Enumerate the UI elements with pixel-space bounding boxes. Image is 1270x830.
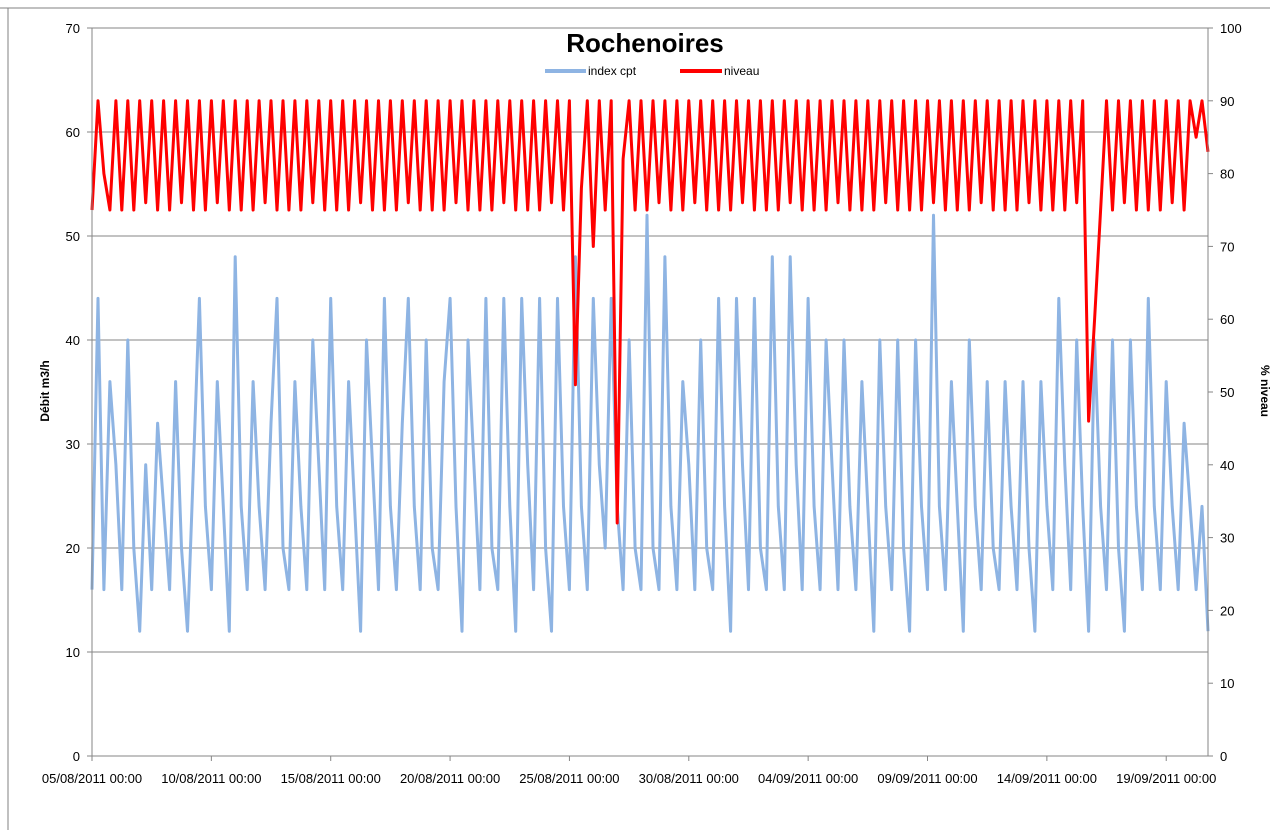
x-tick-label: 09/09/2011 00:00 [877,771,977,786]
x-tick-label: 05/08/2011 00:00 [42,771,142,786]
series-group-index-cpt [90,213,1210,633]
y2-tick-label: 90 [1220,94,1234,109]
y-tick-label: 50 [66,229,80,244]
y-tick-label: 20 [66,541,80,556]
y2-tick-label: 70 [1220,239,1234,254]
y-tick-label: 30 [66,437,80,452]
legend: index cpt niveau [545,64,759,78]
x-tick-label: 30/08/2011 00:00 [639,771,739,786]
y2-tick-label: 10 [1220,676,1234,691]
right-axis-ticks: 0 10 20 30 40 50 60 70 80 90 100 [1208,21,1242,764]
x-tick-label: 19/09/2011 00:00 [1116,771,1216,786]
x-tick-label: 14/09/2011 00:00 [997,771,1097,786]
left-axis-ticks: 0 10 20 30 40 50 60 70 [66,21,92,764]
y-tick-label: 40 [66,333,80,348]
series-index-cpt-line [90,213,1210,633]
legend-label-index-cpt: index cpt [588,64,637,78]
x-tick-label: 20/08/2011 00:00 [400,771,500,786]
y2-tick-label: 20 [1220,603,1234,618]
x-tick-label: 25/08/2011 00:00 [519,771,619,786]
y2-tick-label: 60 [1220,312,1234,327]
legend-label-niveau: niveau [724,64,759,78]
chart-title: Rochenoires [566,28,724,58]
x-tick-label: 15/08/2011 00:00 [281,771,381,786]
series-niveau-line [90,99,1210,525]
y2-axis-label: % niveau [1258,365,1270,417]
y2-tick-label: 30 [1220,531,1234,546]
y-tick-label: 0 [73,749,80,764]
y-tick-label: 60 [66,125,80,140]
x-axis-ticks: 05/08/2011 00:00 10/08/2011 00:00 15/08/20… [42,756,1216,786]
y-tick-label: 10 [66,645,80,660]
x-tick-label: 04/09/2011 00:00 [758,771,858,786]
y2-tick-label: 40 [1220,458,1234,473]
y2-tick-label: 100 [1220,21,1242,36]
y-tick-label: 70 [66,21,80,36]
y2-tick-label: 0 [1220,749,1227,764]
y2-tick-label: 80 [1220,167,1234,182]
x-tick-label: 10/08/2011 00:00 [161,771,261,786]
y-axis-label: Débit m3/h [38,360,52,421]
series-group-niveau [90,99,1210,525]
y2-tick-label: 50 [1220,385,1234,400]
